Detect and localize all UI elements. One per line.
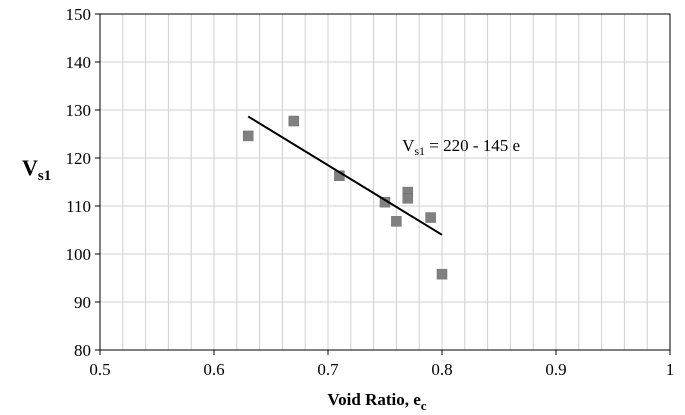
x-axis-label: Void Ratio, ec xyxy=(327,390,426,413)
x-tick-label: 0.7 xyxy=(317,360,339,379)
y-tick-label: 90 xyxy=(74,293,91,312)
y-tick-label: 130 xyxy=(66,101,92,120)
data-point xyxy=(402,193,414,204)
x-tick-label: 1 xyxy=(666,360,675,379)
y-tick-label: 80 xyxy=(74,341,91,360)
data-point xyxy=(436,268,448,280)
x-tick-label: 0.8 xyxy=(431,360,452,379)
y-tick-labels: 80 90 100 110 120 130 140 150 xyxy=(66,5,100,360)
equation-rest: = 220 - 145 e xyxy=(425,136,520,155)
y-tick-label: 100 xyxy=(66,245,92,264)
equation-subscript: s1 xyxy=(414,144,425,158)
y-axis-label-subscript: s1 xyxy=(38,168,51,184)
x-tick-label: 0.9 xyxy=(545,360,566,379)
data-points xyxy=(242,115,448,280)
y-tick-label: 110 xyxy=(66,197,91,216)
y-axis-label-main: V xyxy=(22,155,38,180)
trendline xyxy=(247,115,443,236)
x-axis-label-main: Void Ratio, e xyxy=(327,390,421,409)
data-point xyxy=(242,130,254,142)
y-axis-label: Vs1 xyxy=(22,155,51,184)
x-tick-label: 0.5 xyxy=(89,360,110,379)
grid xyxy=(100,13,670,351)
data-point xyxy=(425,212,436,223)
plot-frame xyxy=(99,13,671,351)
trendline-equation: Vs1 = 220 - 145 e xyxy=(402,136,520,158)
y-tick-label: 150 xyxy=(66,5,92,24)
y-tick-label: 120 xyxy=(66,149,92,168)
data-point xyxy=(288,115,300,127)
x-tick-label: 0.6 xyxy=(203,360,224,379)
equation-main: V xyxy=(402,136,415,155)
x-tick-labels: 0.5 0.6 0.7 0.8 0.9 1 xyxy=(89,350,674,379)
x-axis-label-subscript: c xyxy=(421,398,427,413)
data-point xyxy=(391,216,402,227)
y-tick-label: 140 xyxy=(66,53,92,72)
